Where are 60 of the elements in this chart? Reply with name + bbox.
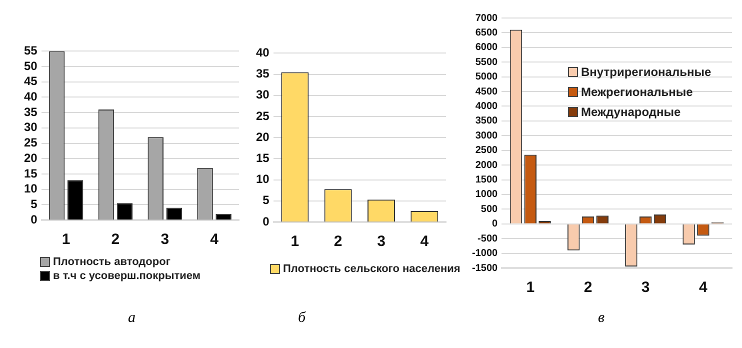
x-tick-label: 1: [290, 233, 300, 250]
x-tick-label: 1: [526, 279, 535, 296]
legend-label: Межрегиональные: [581, 84, 693, 101]
y-tick-label: 35: [256, 66, 270, 81]
y-tick-label: 0: [492, 218, 498, 230]
y-tick-label: 7000: [475, 12, 498, 24]
y-tick-label: 3000: [475, 130, 498, 142]
text: в: [598, 310, 605, 327]
y-tick-label: 40: [256, 46, 270, 60]
y-tick-label: 15: [256, 151, 270, 166]
y-tick-label: 0: [30, 212, 38, 226]
y-tick-label: 20: [24, 150, 38, 165]
y-tick-label: 6500: [475, 27, 498, 38]
legend-label: в т.ч с усоверш.покрытием: [53, 269, 201, 283]
x-tick-label: 2: [584, 279, 592, 296]
x-tick-label: 2: [334, 233, 342, 250]
x-tick-label: 3: [377, 233, 386, 250]
y-tick-label: 0: [262, 214, 270, 228]
legend-label: Внутрирегиональные: [581, 64, 712, 81]
y-tick-label: -1000: [472, 248, 498, 260]
y-tick-label: 1500: [475, 174, 498, 186]
legend-label: Международные: [581, 104, 681, 121]
y-tick-label: 30: [24, 120, 38, 134]
y-tick-label: 4500: [475, 86, 498, 98]
y-tick-label: 1000: [475, 189, 498, 200]
y-tick-label: 5500: [475, 56, 498, 68]
x-tick-label: 4: [210, 231, 220, 248]
y-tick-label: 6000: [475, 42, 498, 54]
y-tick-label: 3500: [475, 116, 498, 127]
legend-label: Плотность сельского населения: [283, 262, 460, 276]
y-tick-label: 25: [24, 136, 38, 150]
y-tick-label: 2000: [475, 160, 498, 171]
y-tick-label: -500: [478, 233, 498, 244]
x-tick-label: 3: [641, 279, 650, 296]
y-tick-label: 5: [262, 193, 270, 208]
y-tick-label: 20: [256, 130, 270, 144]
x-tick-label: 2: [111, 231, 120, 248]
y-tick-label: 55: [24, 44, 38, 58]
text: б: [298, 310, 306, 327]
y-tick-label: 2500: [475, 145, 498, 156]
x-tick-label: 4: [699, 279, 708, 296]
y-tick-label: 35: [24, 104, 38, 119]
y-tick-label: 25: [256, 108, 270, 123]
legend-label: Плотность автодорог: [53, 255, 170, 269]
y-tick-label: 40: [24, 90, 38, 104]
x-tick-label: 4: [420, 233, 430, 250]
y-tick-label: 5000: [475, 72, 498, 83]
y-tick-label: 4000: [475, 100, 498, 112]
y-tick-label: 500: [480, 204, 498, 215]
x-tick-label: 1: [62, 231, 70, 248]
y-tick-label: 10: [24, 182, 38, 196]
text: а: [128, 310, 136, 327]
y-tick-label: 30: [256, 88, 270, 102]
y-tick-label: 50: [24, 58, 38, 73]
y-tick-label: -1500: [472, 262, 498, 274]
y-tick-label: 15: [24, 166, 38, 180]
y-tick-label: 45: [24, 74, 38, 88]
y-tick-label: 5: [30, 196, 38, 211]
x-tick-label: 3: [160, 231, 170, 248]
y-tick-label: 10: [256, 172, 270, 186]
